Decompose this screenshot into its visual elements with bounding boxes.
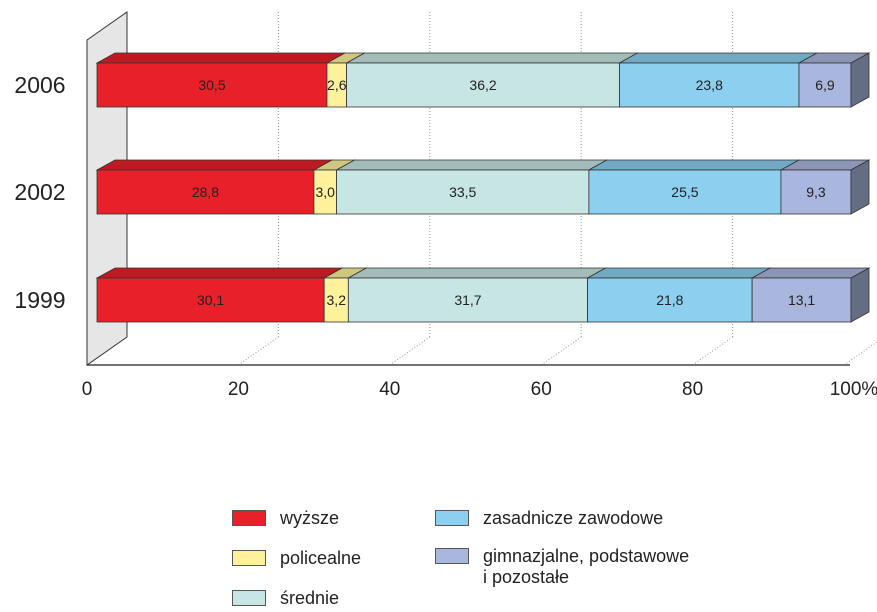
data-label: 9,3	[806, 184, 826, 200]
data-label: 25,5	[671, 184, 698, 200]
data-label: 2,6	[327, 77, 347, 93]
data-label: 36,2	[469, 77, 496, 93]
bar-segment	[323, 277, 349, 323]
floor-gridline	[843, 341, 877, 366]
bar-segment	[798, 62, 852, 108]
x-tick-label: 100%	[830, 379, 877, 400]
axes-group: 0 20 40 60 80 100% 2006 2002 1999	[14, 72, 877, 400]
category-label: 2006	[14, 72, 65, 98]
bar-segment	[347, 277, 588, 323]
data-label: 33,5	[449, 184, 476, 200]
bar-segment	[346, 62, 620, 108]
category-label: 2002	[14, 179, 65, 205]
data-label: 21,8	[656, 292, 683, 308]
bar-top-wyższe	[95, 267, 344, 279]
bar-top-średnie	[345, 52, 640, 64]
data-label: 31,7	[454, 292, 481, 308]
bar-top-średnie	[346, 267, 608, 279]
bar-segment	[96, 169, 315, 215]
bar-segment	[587, 277, 753, 323]
bar-segment	[751, 277, 852, 323]
bar-top-zasadnicze	[587, 159, 801, 171]
data-label: 3,0	[315, 184, 335, 200]
bar-top-wyższe	[95, 159, 334, 171]
bar-top-gimnazjalne	[750, 267, 871, 279]
data-label: 28,8	[192, 184, 219, 200]
x-tick-label: 60	[531, 379, 552, 400]
bar-side	[850, 159, 870, 215]
floor-gridline	[692, 336, 733, 366]
x-tick-label: 40	[379, 379, 400, 400]
data-labels-group: 30,5 2,6 36,2 23,8 6,9 28,8 3,0 33,5 25,5 9,3 30,1…	[192, 77, 835, 308]
x-tick-label: 20	[228, 379, 249, 400]
bar-segment	[780, 169, 852, 215]
floor-gridline	[389, 336, 431, 366]
data-label: 6,9	[815, 77, 835, 93]
bar-segment	[96, 277, 325, 323]
bar-segment	[96, 62, 328, 108]
data-label: 13,1	[788, 292, 815, 308]
bar-top-średnie	[334, 159, 609, 171]
x-tick-label: 80	[682, 379, 703, 400]
bar-side	[850, 52, 870, 108]
data-label: 30,5	[198, 77, 225, 93]
data-label: 3,2	[327, 292, 347, 308]
bar-side	[850, 267, 870, 323]
bar-segment	[336, 169, 590, 215]
bars-group	[95, 52, 871, 323]
data-label: 30,1	[197, 292, 224, 308]
x-tick-label: 0	[82, 379, 93, 400]
bar-segment	[588, 169, 782, 215]
category-label: 1999	[14, 287, 65, 313]
bar-top-zasadnicze	[586, 267, 772, 279]
bar-top-wyższe	[95, 52, 347, 64]
floor-gridline	[238, 336, 279, 366]
data-label: 23,8	[696, 77, 723, 93]
floor-gridline	[540, 336, 582, 366]
bar-top-zasadnicze	[617, 52, 819, 64]
